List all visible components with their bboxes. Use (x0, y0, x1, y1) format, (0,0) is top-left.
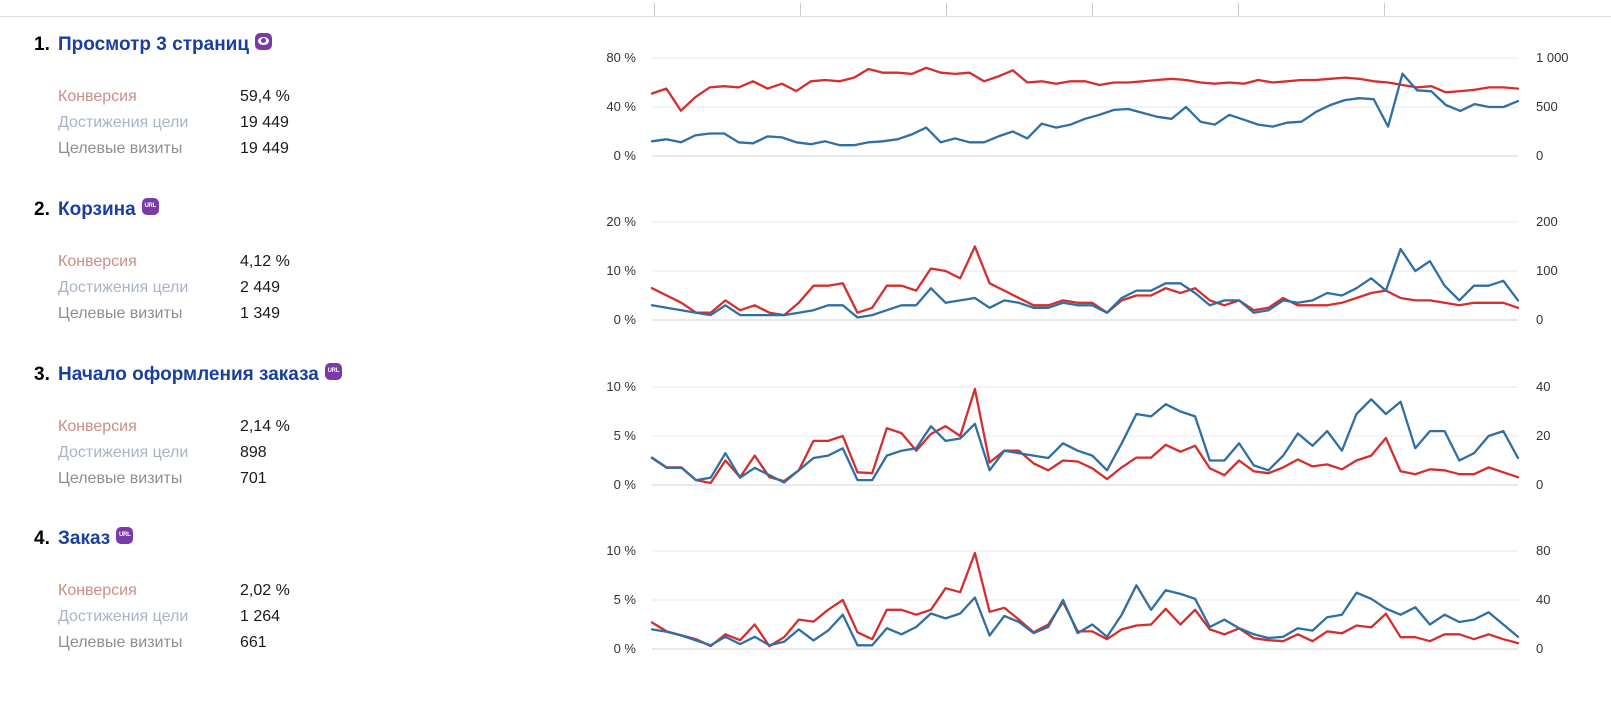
goal-title-link[interactable]: Начало оформления заказа (58, 364, 319, 385)
conversion-value: 2,02 % (240, 582, 290, 599)
goal-number: 4. (34, 528, 50, 549)
y-tick-label-right: 80 (1536, 543, 1550, 558)
goal-header: 2. Корзина URL (34, 197, 159, 223)
visits-value: 19 449 (240, 140, 289, 157)
date-tick (1238, 3, 1239, 16)
y-tick-label-left: 10 % (606, 543, 636, 558)
y-tick-label-right: 1 000 (1536, 50, 1569, 65)
goal-number: 2. (34, 199, 50, 220)
y-tick-label-left: 10 % (606, 379, 636, 394)
eye-icon (255, 32, 273, 50)
achievements-label: Достижения цели (58, 114, 189, 131)
y-tick-label-left: 40 % (606, 99, 636, 114)
top-divider (0, 16, 1611, 17)
y-tick-label-left: 0 % (614, 477, 637, 492)
url-icon: URL (141, 197, 159, 215)
y-tick-label-right: 20 (1536, 428, 1550, 443)
conversion-line (650, 551, 1520, 648)
goal-title-link[interactable]: Заказ (58, 528, 111, 549)
y-tick-label-left: 80 % (606, 50, 636, 65)
y-tick-label-right: 0 (1536, 641, 1543, 656)
goal-chart[interactable]: 10 % 40 5 % 20 0 % 0 (590, 373, 1611, 503)
goal-header: 3. Начало оформления заказа URL (34, 362, 342, 388)
y-tick-label-left: 0 % (614, 312, 637, 327)
conversion-value: 4,12 % (240, 253, 290, 270)
date-tick (800, 3, 801, 16)
conversion-line (650, 245, 1520, 317)
achievements-value: 898 (240, 444, 267, 461)
y-tick-label-right: 40 (1536, 592, 1550, 607)
achievements-value: 19 449 (240, 114, 289, 131)
y-tick-label-right: 200 (1536, 214, 1558, 229)
url-icon: URL (324, 362, 342, 380)
y-tick-label-right: 0 (1536, 312, 1543, 327)
y-tick-label-left: 0 % (614, 641, 637, 656)
conversion-label: Конверсия (58, 582, 137, 599)
goal-header: 4. Заказ URL (34, 526, 134, 552)
visits-line (650, 584, 1520, 647)
conversion-value: 2,14 % (240, 418, 290, 435)
date-tick (1384, 3, 1385, 16)
y-tick-label-right: 0 (1536, 148, 1543, 163)
visits-label: Целевые визиты (58, 634, 183, 651)
goal-header: 1. Просмотр 3 страниц (34, 32, 273, 58)
achievements-value: 1 264 (240, 608, 281, 625)
y-tick-label-right: 500 (1536, 99, 1558, 114)
visits-line (650, 247, 1520, 319)
visits-value: 1 349 (240, 305, 281, 322)
y-tick-label-left: 5 % (614, 428, 637, 443)
visits-label: Целевые визиты (58, 305, 183, 322)
conversion-label: Конверсия (58, 88, 137, 105)
achievements-label: Достижения цели (58, 279, 189, 296)
y-tick-label-left: 5 % (614, 592, 637, 607)
achievements-label: Достижения цели (58, 608, 189, 625)
visits-value: 661 (240, 634, 267, 651)
achievements-label: Достижения цели (58, 444, 189, 461)
goal-chart[interactable]: 10 % 80 5 % 40 0 % 0 (590, 537, 1611, 667)
url-icon: URL (116, 526, 134, 544)
visits-label: Целевые визиты (58, 140, 183, 157)
y-tick-label-left: 20 % (606, 214, 636, 229)
goal-number: 1. (34, 34, 50, 55)
goal-block: 4. Заказ URL Конверсия 2,02 % Достижения… (34, 526, 594, 686)
conversion-label: Конверсия (58, 253, 137, 270)
visits-line (650, 72, 1520, 147)
y-tick-label-right: 40 (1536, 379, 1550, 394)
y-tick-label-right: 100 (1536, 263, 1558, 278)
conversion-value: 59,4 % (240, 88, 290, 105)
goal-title-link[interactable]: Корзина (58, 199, 136, 220)
date-tick (654, 3, 655, 16)
goal-chart[interactable]: 20 % 200 10 % 100 0 % 0 (590, 208, 1611, 338)
date-tick (946, 3, 947, 16)
goal-title-link[interactable]: Просмотр 3 страниц (58, 34, 250, 55)
visits-line (650, 398, 1520, 484)
y-tick-label-right: 0 (1536, 477, 1543, 492)
goal-number: 3. (34, 364, 50, 385)
visits-label: Целевые визиты (58, 470, 183, 487)
goal-chart[interactable]: 80 % 1 000 40 % 500 0 % 0 (590, 44, 1611, 174)
achievements-value: 2 449 (240, 279, 281, 296)
y-tick-label-left: 10 % (606, 263, 636, 278)
y-tick-label-left: 0 % (614, 148, 637, 163)
conversion-line (650, 66, 1520, 112)
goal-block: 1. Просмотр 3 страниц Конверсия 59,4 % Д… (34, 32, 594, 192)
conversion-label: Конверсия (58, 418, 137, 435)
goal-block: 2. Корзина URL Конверсия 4,12 % Достижен… (34, 197, 594, 357)
visits-value: 701 (240, 470, 267, 487)
goal-block: 3. Начало оформления заказа URL Конверси… (34, 362, 594, 522)
date-tick (1092, 3, 1093, 16)
